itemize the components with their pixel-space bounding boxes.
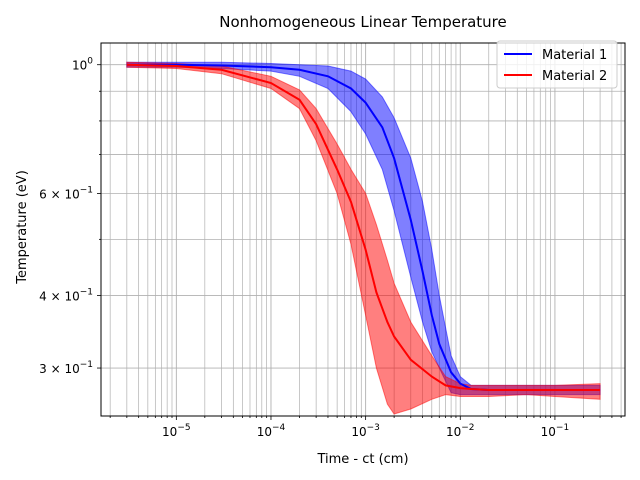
y-axis-label: Temperature (eV) [15, 170, 30, 285]
band-series-2 [126, 61, 601, 415]
x-tick-label: 10−2 [446, 423, 475, 439]
legend-label-material-2: Material 2 [542, 69, 607, 84]
axis-ticks: 10−5 10−4 10−3 10−2 10−1 100 6 × 10−1 4 × 10−1 3… [39, 57, 622, 439]
x-tick-label: 10−5 [162, 423, 191, 439]
chart-title: Nonhomogeneous Linear Temperature [219, 13, 507, 31]
x-axis-label: Time - ct (cm) [316, 452, 408, 467]
y-tick-label: 3 × 10−1 [39, 360, 93, 376]
legend-box [496, 40, 618, 89]
y-tick-label: 6 × 10−1 [39, 185, 93, 201]
x-tick-label: 10−3 [351, 423, 380, 439]
grid [101, 43, 625, 416]
legend-label-material-1: Material 1 [542, 48, 607, 63]
x-tick-label: 10−1 [541, 423, 570, 439]
y-tick-label: 4 × 10−1 [39, 288, 93, 304]
legend: Material 1 Material 2 [496, 40, 618, 89]
line-series-2 [126, 63, 601, 391]
y-tick-label: 100 [72, 57, 93, 73]
series-lines [126, 63, 601, 391]
plot-frame [100, 42, 626, 417]
uncertainty-bands [126, 61, 601, 415]
x-tick-label: 10−4 [257, 423, 286, 439]
